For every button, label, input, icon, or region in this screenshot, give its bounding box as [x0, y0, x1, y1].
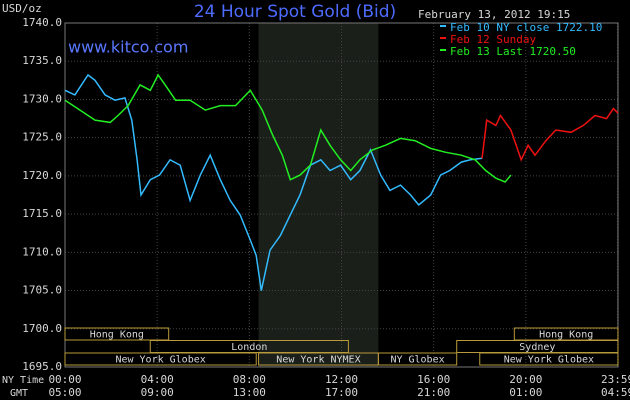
session-box	[377, 352, 458, 366]
price-line	[64, 73, 512, 183]
session-box	[513, 327, 619, 341]
y-tick-label: 1740.0	[22, 16, 62, 29]
session-label: London	[231, 342, 267, 353]
y-tick-label: 1695.0	[22, 360, 62, 373]
session-box	[64, 327, 170, 341]
plot-border	[64, 22, 619, 368]
x2-tick-label: 05:00	[48, 386, 81, 399]
legend-swatch	[440, 49, 446, 51]
legend-label: Feb 13 Last 1720.50	[450, 45, 576, 58]
session-label: Hong Kong	[90, 330, 144, 341]
session-label: NY Globex	[390, 355, 444, 366]
session-label: New York NYMEX	[276, 355, 360, 366]
timestamp: February 13, 2012 19:15	[418, 8, 570, 21]
price-line	[481, 107, 619, 162]
y-tick-label: 1725.0	[22, 131, 62, 144]
legend-label: Feb 12 Sunday	[450, 33, 536, 46]
session-box	[64, 352, 257, 366]
y-tick-label: 1700.0	[22, 322, 62, 335]
price-line	[64, 73, 483, 291]
x2-tick-label: 21:00	[417, 386, 450, 399]
x2-tick-label: 04:59	[601, 386, 630, 399]
session-label: New York Globex	[504, 355, 594, 366]
y-tick-label: 1705.0	[22, 284, 62, 297]
x-tick-label: 20:00	[509, 373, 542, 386]
y-tick-label: 1710.0	[22, 245, 62, 258]
y-tick-label: 1720.0	[22, 169, 62, 182]
legend-swatch	[440, 37, 446, 39]
x-tick-label: 12:00	[325, 373, 358, 386]
x-tick-label: 00:00	[48, 373, 81, 386]
x-tick-label: 16:00	[417, 373, 450, 386]
legend-swatch	[440, 25, 446, 27]
y-axis-label: USD/oz	[2, 2, 42, 15]
session-shade	[258, 23, 379, 367]
y-tick-label: 1730.0	[22, 92, 62, 105]
session-label: New York Globex	[115, 355, 205, 366]
x2-tick-label: 13:00	[233, 386, 266, 399]
y-tick-label: 1735.0	[22, 54, 62, 67]
session-box	[479, 352, 619, 366]
x-axis-label: NY Time	[2, 375, 44, 386]
x2-tick-label: 17:00	[325, 386, 358, 399]
legend-label: Feb 10 NY close 1722.10	[450, 21, 602, 34]
chart-title: 24 Hour Spot Gold (Bid)	[194, 2, 396, 22]
x-tick-label: 04:00	[141, 373, 174, 386]
x-tick-label: 08:00	[233, 373, 266, 386]
session-label: Sydney	[519, 342, 555, 353]
x-tick-label: 23:59	[601, 373, 630, 386]
session-label: Hong Kong	[539, 330, 593, 341]
x2-tick-label: 01:00	[509, 386, 542, 399]
x2-tick-label: 09:00	[141, 386, 174, 399]
y-tick-label: 1715.0	[22, 207, 62, 220]
x2-axis-label: GMT	[10, 388, 28, 399]
subtitle: www.kitco.com	[68, 38, 188, 57]
